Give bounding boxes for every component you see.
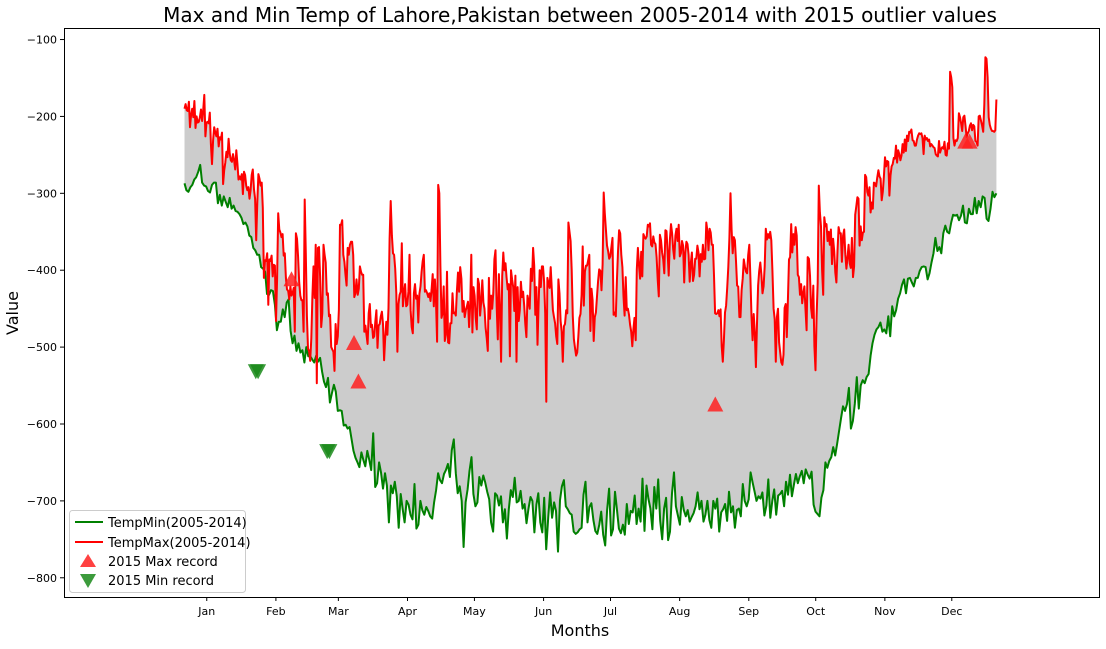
y-tick-label: −300 [27, 187, 57, 200]
y-axis-title: Value [3, 291, 22, 335]
x-tick-label: Sep [738, 605, 759, 618]
x-tick-label: Jan [197, 605, 215, 618]
x-tick-label: Jun [534, 605, 552, 618]
max-record-marker-0 [283, 271, 300, 287]
x-tick-label: May [463, 605, 486, 618]
max-record-marker-3 [707, 396, 724, 412]
max-record-marker-2 [350, 373, 367, 389]
legend-label-tempmax: TempMax(2005-2014) [107, 536, 251, 551]
x-tick-label: Aug [669, 605, 690, 618]
y-tick-label: −400 [27, 264, 57, 277]
max-record-marker-5 [961, 133, 978, 149]
legend-marker-max-record [80, 554, 96, 567]
x-tick-label: Jul [603, 605, 617, 618]
x-tick-label: Nov [874, 605, 896, 618]
y-tick-label: −600 [27, 418, 57, 431]
min-record-marker-3 [321, 444, 338, 460]
y-tick-label: −100 [27, 34, 57, 47]
x-tick-label: Apr [398, 605, 418, 618]
legend-label-max-record: 2015 Max record [108, 555, 218, 570]
legend-label-min-record: 2015 Min record [108, 574, 214, 589]
legend: TempMin(2005-2014) TempMax(2005-2014) 20… [69, 510, 251, 593]
y-tick-label: −700 [27, 495, 57, 508]
axes: −100 −200 −300 −400 −500 −600 −700 −800 Jan Feb Ma… [27, 34, 963, 618]
x-tick-label: Feb [266, 605, 285, 618]
x-axis-title: Months [551, 621, 609, 640]
chart-title: Max and Min Temp of Lahore,Pakistan betw… [163, 3, 997, 27]
series-line-tempmin [183, 163, 998, 553]
x-tick-label: Mar [328, 605, 349, 618]
series-line-tempmax [183, 56, 998, 403]
plot-area [183, 56, 998, 553]
x-tick-label: Dec [941, 605, 962, 618]
y-tick-label: −800 [27, 572, 57, 585]
y-tick-label: −200 [27, 110, 57, 123]
legend-label-tempmin: TempMin(2005-2014) [107, 516, 247, 531]
fill-between-area [184, 57, 997, 552]
min-record-marker-1 [250, 364, 267, 380]
legend-box [69, 510, 246, 593]
y-tick-label: −500 [27, 341, 57, 354]
legend-marker-min-record [80, 574, 96, 588]
max-record-marker-1 [346, 335, 362, 350]
x-tick-label: Oct [806, 605, 826, 618]
plot-frame [64, 28, 1100, 598]
